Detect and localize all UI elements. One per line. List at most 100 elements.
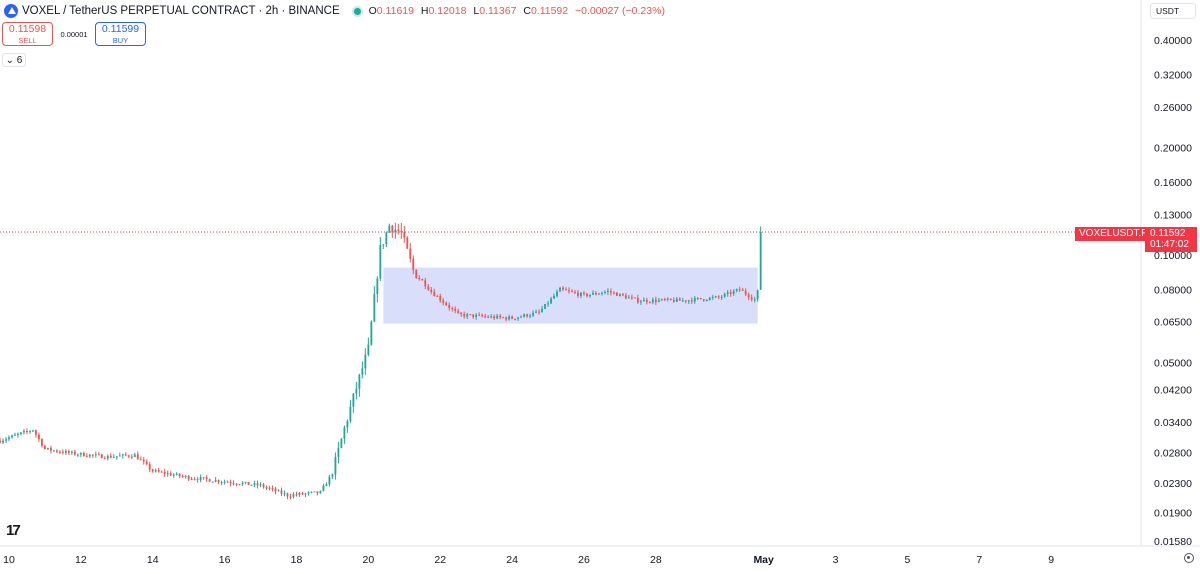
y-tick-label: 0.04200 [1154, 384, 1192, 396]
candle-body [274, 488, 277, 492]
candle-body [630, 297, 633, 299]
buy-button[interactable]: 0.11599 BUY [95, 22, 146, 46]
candle-body [604, 291, 606, 293]
candle-body [38, 434, 40, 440]
candle-body [526, 314, 529, 317]
candle-body [565, 289, 567, 291]
indicators-toggle[interactable]: ⌄ 6 [2, 53, 26, 67]
candle-body [382, 244, 385, 246]
candle-body [376, 278, 379, 295]
candle-body [11, 435, 13, 438]
candle-body [601, 292, 603, 294]
candle-body [5, 439, 7, 441]
y-tick-label: 0.16000 [1154, 177, 1192, 189]
currency-selector[interactable]: USDT [1150, 3, 1196, 19]
candle-body [445, 302, 448, 306]
chevron-down-icon: ⌄ [5, 55, 15, 66]
candle-body [139, 459, 142, 461]
candle-body [439, 296, 442, 301]
candle-body [678, 298, 681, 301]
candle-body [460, 312, 463, 315]
candle-body [8, 437, 10, 440]
candle-body [289, 496, 292, 498]
candle-body [672, 299, 675, 302]
candle-body [235, 483, 238, 485]
candle-body [76, 454, 79, 456]
tradingview-logo-icon[interactable]: 17 [6, 522, 21, 539]
candle-body [520, 316, 523, 318]
candle-body [244, 481, 247, 483]
candle-body [741, 289, 744, 291]
candle-body [726, 292, 729, 294]
candle-body [403, 232, 406, 238]
candle-body [0, 440, 1, 443]
candle-body [415, 269, 418, 279]
candle-body [684, 300, 687, 302]
x-tick-label: 20 [363, 554, 375, 566]
candle-body [262, 484, 265, 488]
candle-body [412, 258, 415, 270]
candle-body [316, 491, 319, 494]
candle-body [499, 315, 502, 318]
candle-body [40, 439, 43, 446]
candle-body [364, 354, 367, 369]
candle-body [391, 225, 394, 233]
candle-body [493, 316, 496, 319]
candle-body [385, 232, 388, 245]
candle-body [109, 455, 112, 458]
candle-body [708, 297, 711, 300]
candle-body [484, 316, 487, 318]
candle-body [618, 293, 621, 296]
symbol-price-tag: VOXELUSDT.P [1075, 227, 1152, 241]
candle-body [400, 231, 403, 233]
candle-body [151, 469, 154, 472]
candle-body [651, 299, 654, 303]
candle-body [145, 461, 148, 465]
candle-body [553, 295, 555, 299]
candle-body [454, 308, 457, 311]
candle-body [750, 297, 753, 300]
y-tick-label: 0.01900 [1154, 507, 1192, 519]
x-tick-label: 9 [1048, 554, 1054, 566]
candle-body [32, 430, 34, 432]
candle-body [538, 311, 540, 313]
candle-body [292, 494, 295, 497]
candle-body [406, 237, 409, 249]
candle-body [328, 476, 331, 485]
y-tick-label: 0.01580 [1154, 536, 1192, 548]
candle-body [121, 454, 124, 456]
settings-gear-icon[interactable] [1184, 553, 1194, 563]
candle-body [717, 296, 720, 298]
candle-body [421, 279, 424, 281]
candle-body [313, 491, 316, 493]
candle-body [277, 490, 280, 492]
candle-body [175, 473, 178, 475]
candle-body [636, 297, 639, 303]
candle-body [559, 287, 561, 292]
candle-body [355, 388, 358, 394]
y-tick-label: 0.02800 [1154, 447, 1192, 459]
candle-body [217, 480, 220, 483]
candle-body [196, 479, 199, 481]
symbol-title[interactable]: VOXEL / TetherUS PERPETUAL CONTRACT · 2h… [22, 5, 340, 17]
y-tick-label: 0.10000 [1154, 250, 1192, 262]
candle-body [286, 493, 289, 497]
candle-body [91, 454, 94, 456]
x-tick-label: 26 [578, 554, 590, 566]
x-tick-label: 16 [219, 554, 231, 566]
candle-body [660, 299, 663, 301]
candle-body [397, 229, 400, 232]
candle-body [633, 297, 636, 299]
candle-body [595, 292, 597, 295]
candle-body [148, 464, 151, 470]
candle-body [562, 287, 564, 290]
candle-body [373, 294, 376, 322]
candle-body [301, 492, 304, 495]
candle-body [607, 290, 609, 292]
candle-body [747, 294, 750, 298]
candle-body [166, 473, 169, 475]
sell-button[interactable]: 0.11598 SELL [2, 22, 53, 46]
candle-body [508, 316, 511, 320]
x-tick-label: 3 [833, 554, 839, 566]
